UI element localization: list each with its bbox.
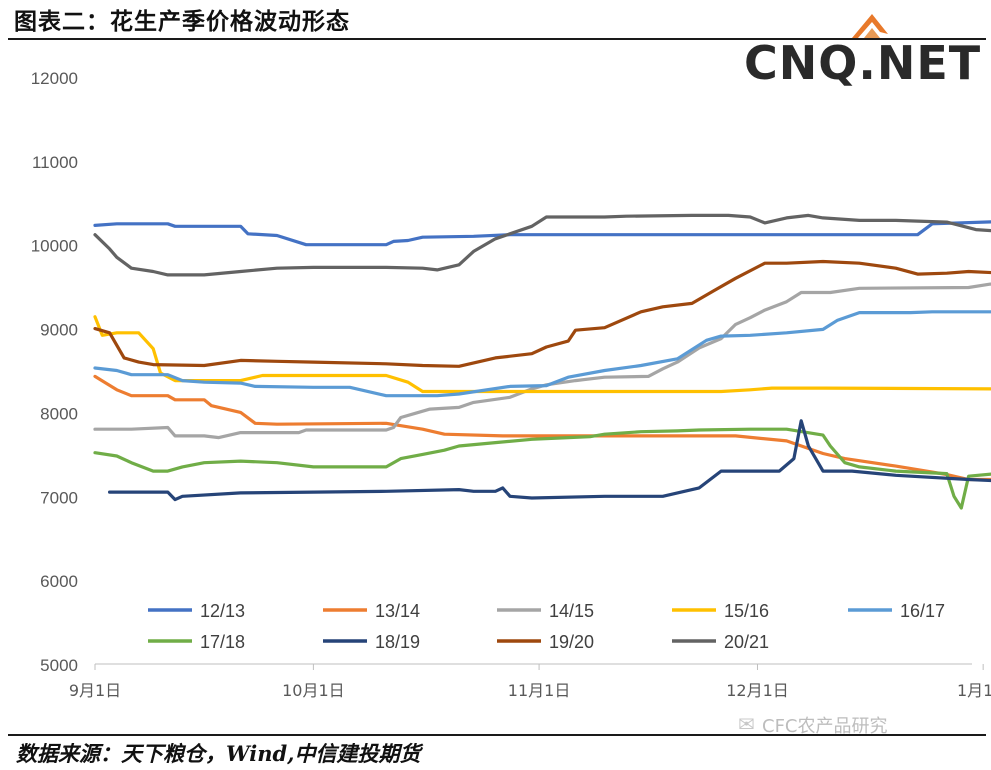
x-tick-label: 1月1日 xyxy=(957,681,991,700)
legend-label: 16/17 xyxy=(900,601,945,621)
series-line-14-15 xyxy=(93,282,991,440)
y-tick-label: 7000 xyxy=(40,488,78,507)
page-title: 图表二：花生产季价格波动形态 xyxy=(14,9,350,35)
series-line-16-17 xyxy=(93,310,991,398)
wechat-icon: ✉ xyxy=(738,712,755,736)
legend-label: 15/16 xyxy=(724,601,769,621)
y-tick-label: 10000 xyxy=(31,237,78,256)
y-tick-label: 5000 xyxy=(40,656,78,675)
source-divider xyxy=(8,734,986,736)
y-tick-label: 6000 xyxy=(40,572,78,591)
x-tick-label: 9月1日 xyxy=(69,681,121,700)
legend-label: 14/15 xyxy=(549,601,594,621)
cnq-logo-icon xyxy=(852,14,888,38)
legend-label: 18/19 xyxy=(375,632,420,652)
source-note: 数据来源：天下粮仓，Wind,中信建投期货 xyxy=(16,741,421,766)
series-line-12-13 xyxy=(93,220,991,247)
title-divider xyxy=(8,38,986,40)
legend-label: 17/18 xyxy=(200,632,245,652)
y-tick-label: 12000 xyxy=(31,69,78,88)
legend-label: 13/14 xyxy=(375,601,420,621)
x-tick-label: 11月1日 xyxy=(508,681,571,700)
legend-label: 12/13 xyxy=(200,601,245,621)
y-tick-label: 8000 xyxy=(40,404,78,423)
series-line-15-16 xyxy=(93,315,991,394)
series-line-17-18 xyxy=(93,427,991,510)
series-line-18-19 xyxy=(107,419,991,502)
logo-text: CNQ.NET xyxy=(744,36,982,90)
x-tick-label: 10月1日 xyxy=(282,681,345,700)
x-tick-label: 12月1日 xyxy=(726,681,789,700)
y-tick-label: 9000 xyxy=(40,321,78,340)
series-line-20-21 xyxy=(93,213,991,277)
series-line-13-14 xyxy=(93,374,991,482)
series-line-19-20 xyxy=(93,259,991,368)
legend-label: 20/21 xyxy=(724,632,769,652)
price-line-chart: 5000 6000 7000 8000 9000 10000 11000 12000 9月1日 1… xyxy=(31,69,991,700)
watermark-text: CFC农产品研究 xyxy=(762,716,888,737)
legend-label: 19/20 xyxy=(549,632,594,652)
y-tick-label: 11000 xyxy=(32,153,78,172)
